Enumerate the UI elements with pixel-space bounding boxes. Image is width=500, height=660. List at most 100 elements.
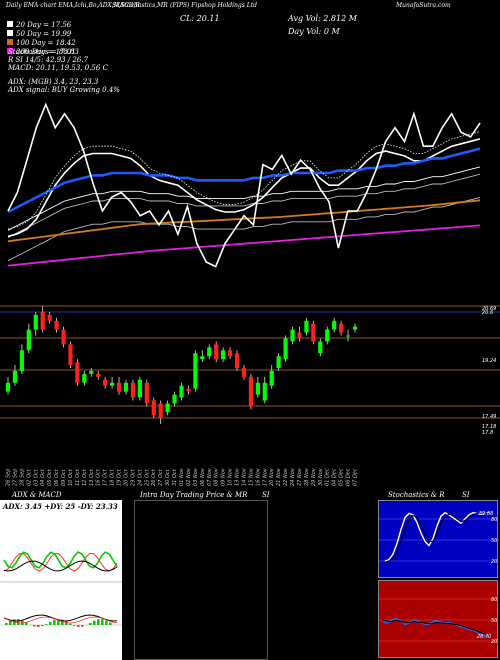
legend-item: 20 Day = 17.56 [7,12,71,31]
macd-bar [73,625,76,626]
macd-bar [97,619,100,625]
macd-signal [3,616,118,624]
macd-bar [81,625,84,627]
date-label: 21 Nov [276,467,282,486]
candle-body [103,379,108,386]
date-label: 01 Nov [179,467,185,486]
date-label: 04 Oct [40,468,46,486]
date-label: 11 Oct [75,468,81,486]
price-axis-label: 20.69 [482,306,496,312]
candle-body [269,370,274,386]
date-label: 25 Oct [144,468,150,486]
candle-body [68,344,73,366]
legend-item: 100 Day = 18.42 [7,30,76,49]
candle-body [332,320,337,330]
stat-rsi: R SI 14/5: 42.93 / 26.7 [8,56,89,64]
ema-line-2 [7,199,481,243]
legend-label: 200 Day = 17.01 [16,48,76,56]
date-label: 31 Oct [172,468,178,486]
adx-values: ADX: 3.45 +DY: 25 -DY: 23.33 [3,502,118,511]
candle-body [158,403,163,419]
legend-swatch [7,48,13,54]
date-label: 10 Nov [228,467,234,486]
candle-body [40,311,45,330]
date-label: 10 Oct [68,468,74,486]
avg-volume: Avg Vol: 2.812 M [288,14,357,23]
candle-body [165,403,170,413]
date-label: 07 Dec [353,468,359,486]
stoch-line-0 [384,511,490,562]
date-label: 09 Nov [221,467,227,486]
date-label: 15 Nov [248,467,254,486]
rsi-tick: 80 [491,597,497,603]
macd-bar [69,623,72,625]
candle-body [116,382,122,392]
intraday-panel [134,500,268,660]
stoch-tick: 20 [491,559,497,565]
macd-line [3,614,118,622]
price-axis-label: 19.24 [482,358,496,364]
price-axis-label: 17.18 [482,424,496,430]
candle-body [339,323,344,333]
macd-bar [61,619,64,625]
candle-body [12,370,18,383]
adx-panel: ADX: 3.45 +DY: 25 -DY: 23.33 [0,500,122,660]
macd-bar [89,622,92,625]
adx-chart [0,551,122,627]
date-label: 30 Nov [318,467,324,486]
date-label: 13 Oct [89,468,95,486]
intra-panel-title: Intra Day Trading Price & MR [140,491,248,499]
rsi-line-1 [382,619,490,636]
candle-body [318,341,323,354]
date-label: 12 Oct [82,468,88,486]
candle-body [96,373,101,377]
header-left: Daily EMA chart EMA,Ichi,Bo,ADX,MACD,B [6,2,140,9]
date-label: 23 Oct [130,468,136,486]
macd-bar [105,620,108,625]
legend-item: 50 Day = 19.99 [7,21,71,40]
candle-body [193,353,198,389]
candle-body [283,338,288,360]
ema-line-3 [7,224,481,267]
date-label: 29 Nov [311,467,317,486]
candle-body [33,314,38,330]
date-label: 20 Oct [123,468,129,486]
signal-line [7,131,481,230]
legend-swatch [7,30,13,36]
price-axis-label: 17.8 [482,430,493,436]
price-axis-label: 20.6 [482,310,493,316]
candle-body [123,382,129,392]
candle-body [26,329,31,351]
rsi-tick: 50 [491,618,497,624]
legend-swatch [7,39,13,45]
candle-body [186,388,191,392]
stat-adx: ADX: (MGB) 3.4, 23, 23.3 [8,78,99,86]
candle-body [248,376,253,407]
candle-body [110,382,115,386]
candle-body [276,356,281,368]
day-volume: Day Vol: 0 M [288,27,340,36]
candle-body [352,326,358,330]
price-axis-label: 17.49 [482,414,496,420]
header-source: MunafaSutra.com [396,2,451,9]
candle-body [179,385,184,398]
rsi-value: 26.70 [477,634,491,640]
candle-body [290,329,295,342]
candle-body [54,320,59,330]
stoch-panel-title: Stochastics & R [388,491,445,499]
rsi-tick: 20 [491,639,497,645]
candle-body [61,329,66,345]
candle-body [304,320,309,333]
date-label: 07 Nov [207,467,213,486]
date-label: 20 Nov [269,467,275,486]
stochastics-chart: 80 50 20 89.88 [379,511,499,565]
date-label: 01 Dec [325,468,331,486]
date-label: 28 Nov [304,467,310,486]
candle-body [234,353,240,368]
date-label: 05 Oct [47,468,53,486]
date-label: 27 Oct [158,468,164,486]
date-label: 03 Nov [193,467,199,486]
macd-bar [101,619,104,625]
adx-panel-title: ADX & MACD [12,491,62,499]
